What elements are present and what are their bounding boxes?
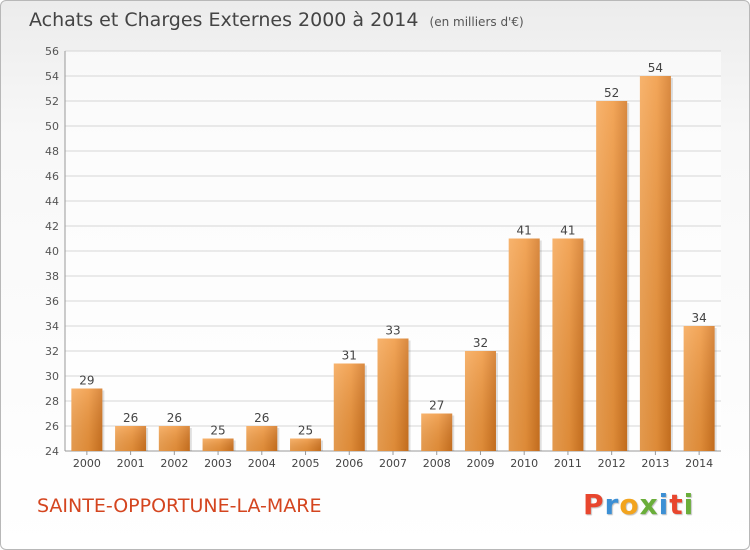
y-tick-label: 46 — [45, 170, 59, 183]
bar-shade — [552, 238, 584, 451]
bar-value-label: 41 — [517, 224, 532, 238]
brand-letter: i — [683, 488, 695, 521]
x-tick-label: 2002 — [160, 457, 188, 470]
bar-shade — [508, 238, 540, 451]
bar-value-label: 26 — [254, 411, 269, 425]
y-tick-label: 24 — [45, 445, 59, 458]
x-tick-label: 2013 — [641, 457, 669, 470]
x-tick-label: 2009 — [466, 457, 494, 470]
y-tick-label: 44 — [45, 195, 59, 208]
y-tick-label: 36 — [45, 295, 59, 308]
x-tick-label: 2003 — [204, 457, 232, 470]
bar-value-label: 26 — [167, 411, 182, 425]
bar-shade — [596, 101, 628, 451]
x-tick-label: 2005 — [292, 457, 320, 470]
y-tick-label: 42 — [45, 220, 59, 233]
y-tick-label: 48 — [45, 145, 59, 158]
bar-shade — [377, 338, 409, 451]
bar-value-label: 25 — [210, 424, 225, 438]
x-tick-label: 2000 — [73, 457, 101, 470]
y-tick-label: 52 — [45, 95, 59, 108]
bar-shade — [333, 363, 365, 451]
bar-value-label: 54 — [648, 61, 663, 75]
brand-letter: r — [604, 488, 620, 521]
title-row: Achats et Charges Externes 2000 à 2014 (… — [29, 9, 524, 31]
x-tick-label: 2010 — [510, 457, 538, 470]
x-tick-label: 2012 — [598, 457, 626, 470]
brand-letter: P — [583, 488, 605, 521]
bar-value-label: 34 — [691, 311, 706, 325]
brand-letter: t — [669, 488, 684, 521]
bar-value-label: 33 — [385, 324, 400, 338]
brand-letter: o — [619, 488, 640, 521]
x-tick-label: 2006 — [335, 457, 363, 470]
y-tick-label: 40 — [45, 245, 59, 258]
bar-shade — [683, 326, 715, 451]
bar-value-label: 41 — [560, 224, 575, 238]
bar-shade — [202, 438, 234, 451]
bar-shade — [639, 76, 671, 451]
x-tick-label: 2001 — [117, 457, 145, 470]
bar-shade — [421, 413, 453, 451]
brand-logo[interactable]: Proxiti — [583, 488, 694, 521]
bar-value-label: 32 — [473, 336, 488, 350]
x-tick-label: 2007 — [379, 457, 407, 470]
y-tick-label: 30 — [45, 370, 59, 383]
y-tick-label: 28 — [45, 395, 59, 408]
bar-value-label: 29 — [79, 374, 94, 388]
y-tick-label: 26 — [45, 420, 59, 433]
x-tick-label: 2004 — [248, 457, 276, 470]
bar-value-label: 26 — [123, 411, 138, 425]
brand-letter: x — [639, 488, 659, 521]
chart-subtitle: (en milliers d'€) — [429, 15, 524, 29]
bar-value-label: 27 — [429, 399, 444, 413]
bar-shade — [464, 351, 496, 451]
y-tick-label: 56 — [45, 45, 59, 58]
x-tick-label: 2011 — [554, 457, 582, 470]
x-tick-label: 2008 — [423, 457, 451, 470]
bar-value-label: 25 — [298, 424, 313, 438]
x-tick-label: 2014 — [685, 457, 713, 470]
y-tick-label: 54 — [45, 70, 59, 83]
bar-shade — [115, 426, 147, 451]
location-name: SAINTE-OPPORTUNE-LA-MARE — [37, 495, 322, 517]
y-tick-label: 50 — [45, 120, 59, 133]
bar-shade — [71, 388, 103, 451]
chart-title: Achats et Charges Externes 2000 à 2014 — [29, 9, 419, 31]
bar-value-label: 52 — [604, 86, 619, 100]
bar-shade — [290, 438, 322, 451]
y-tick-label: 32 — [45, 345, 59, 358]
bars-layer — [71, 76, 717, 451]
bar-value-label: 31 — [342, 349, 357, 363]
y-tick-label: 34 — [45, 320, 59, 333]
y-tick-label: 38 — [45, 270, 59, 283]
labels-layer: 24 26 28 30 32 34 36 38 40 42 44 46 48 50 52 54 56 29 2000… — [45, 45, 713, 470]
bar-shade — [246, 426, 278, 451]
brand-letter: i — [658, 488, 670, 521]
bar-shade — [158, 426, 190, 451]
